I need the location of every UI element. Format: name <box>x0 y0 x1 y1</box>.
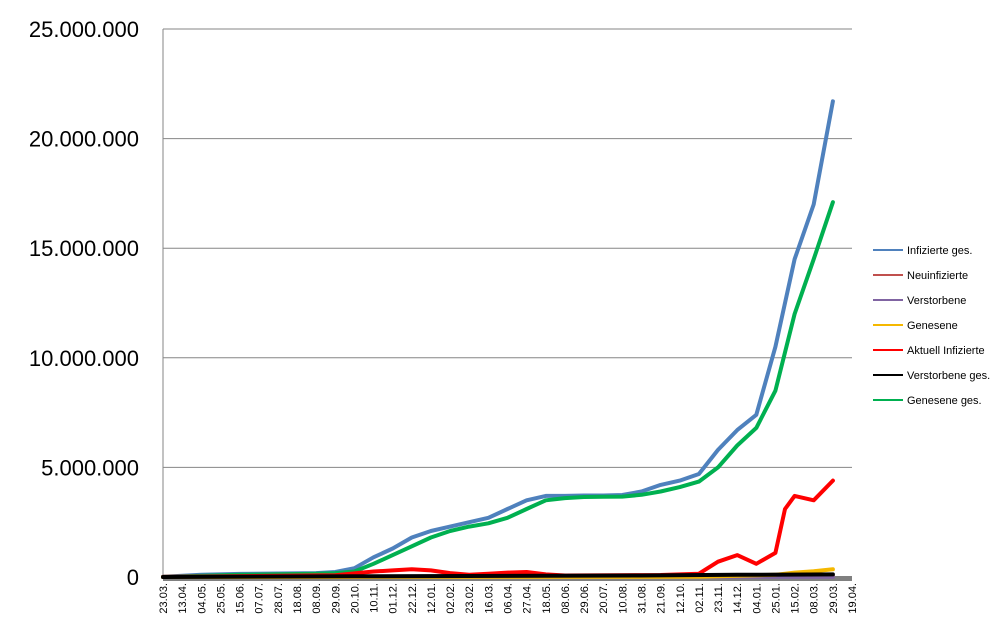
x-tick-label: 04.05. <box>196 583 208 614</box>
gridlines <box>163 28 852 468</box>
x-tick-label: 10.11. <box>369 583 381 613</box>
x-tick-label: 29.03. <box>828 583 840 614</box>
x-tick-label: 25.01. <box>770 583 782 614</box>
x-tick-label: 23.03. <box>158 583 170 614</box>
y-tick-label: 10.000.000 <box>29 346 139 371</box>
legend-label: Aktuell Infizierte <box>907 345 985 357</box>
x-tick-label: 10.08. <box>617 583 629 614</box>
legend-label: Infizierte ges. <box>907 245 972 257</box>
x-tick-label: 23.02. <box>464 583 476 614</box>
x-tick-label: 08.03. <box>809 583 821 614</box>
x-tick-label: 06.04. <box>503 583 515 614</box>
x-tick-label: 20.10. <box>349 583 361 614</box>
legend-label: Genesene ges. <box>907 395 982 407</box>
x-axis: 23.03. 13.04. 04.05. 25.05. 15.06. 07.07. 28.0… <box>158 576 859 614</box>
x-tick-label: 12.01. <box>426 583 438 614</box>
x-tick-label: 22.12. <box>407 583 419 614</box>
x-tick-label: 01.12. <box>388 583 400 614</box>
x-tick-label: 18.05. <box>541 583 553 614</box>
legend-label: Verstorbene ges. <box>907 370 990 382</box>
x-tick-label: 02.11. <box>694 583 706 613</box>
x-tick-label: 18.08. <box>292 583 304 614</box>
x-tick-label: 31.08. <box>636 583 648 614</box>
y-tick-label: 0 <box>127 565 139 590</box>
x-tick-label: 12.10. <box>675 583 687 614</box>
x-tick-label: 08.09. <box>311 583 323 614</box>
legend-label: Genesene <box>907 320 958 332</box>
x-tick-label: 04.01. <box>751 583 763 614</box>
plot-area <box>161 99 835 579</box>
series-line <box>161 200 835 579</box>
legend-label: Verstorbene <box>907 295 966 307</box>
x-tick-label: 25.05. <box>215 583 227 614</box>
x-tick-label: 07.07. <box>254 583 266 614</box>
x-tick-label: 28.07. <box>273 583 285 614</box>
x-tick-label: 15.06. <box>235 583 247 614</box>
x-tick-label: 15.02. <box>790 583 802 614</box>
y-tick-label: 25.000.000 <box>29 17 139 42</box>
x-tick-label: 19.04. <box>847 583 859 614</box>
x-tick-label: 20.07. <box>598 583 610 614</box>
y-tick-label: 20.000.000 <box>29 127 139 152</box>
x-tick-label: 02.02. <box>445 583 457 614</box>
series-line <box>161 572 835 579</box>
x-tick-label: 27.04. <box>522 583 534 614</box>
y-axis: 0 5.000.000 10.000.000 15.000.000 20.000.000… <box>29 17 164 590</box>
x-tick-label: 29.06. <box>579 583 591 614</box>
series-line <box>161 478 835 579</box>
x-tick-label: 16.03. <box>483 583 495 614</box>
x-tick-label: 13.04. <box>177 583 189 614</box>
y-tick-label: 15.000.000 <box>29 236 139 261</box>
x-tick-label: 23.11. <box>713 583 725 613</box>
x-tick-label: 29.09. <box>330 583 342 614</box>
x-tick-label: 14.12. <box>732 583 744 614</box>
legend-label: Neuinfizierte <box>907 270 968 282</box>
x-tick-label: 08.06. <box>560 583 572 614</box>
series-line <box>161 99 835 579</box>
legend: Infizierte ges. Neuinfizierte Verstorbene G… <box>873 245 990 407</box>
y-tick-label: 5.000.000 <box>41 455 139 480</box>
x-tick-label: 21.09. <box>656 583 668 614</box>
